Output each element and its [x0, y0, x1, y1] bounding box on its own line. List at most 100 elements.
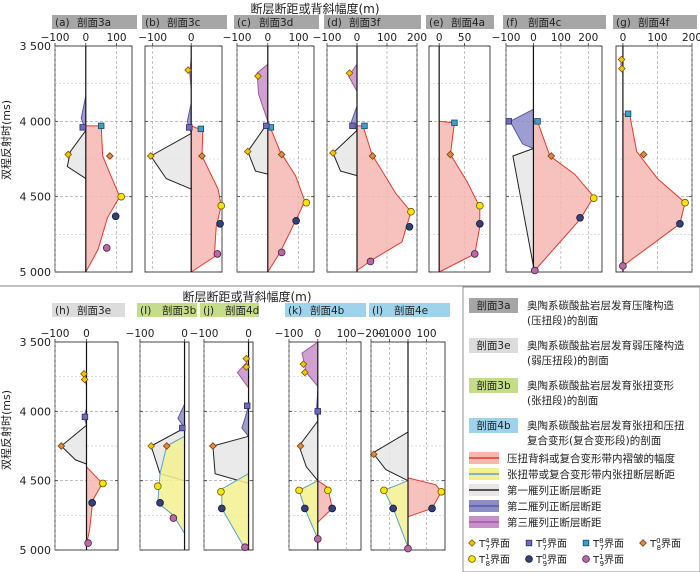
panel-e: (e) 剖面4a 0 50 — [426, 15, 494, 273]
area-outline-series1 — [60, 424, 87, 465]
marker-circle-navy — [328, 504, 337, 513]
legend-profile-swatch — [469, 378, 518, 393]
marker-T7 — [105, 152, 114, 160]
marker-diamond-orange — [639, 539, 647, 547]
panel-tag-text: 剖面4e — [394, 304, 428, 317]
marker-square-purple — [79, 124, 86, 131]
gridlines — [54, 43, 132, 273]
panel-letter: (h) — [55, 305, 70, 317]
legend-marker-post: 界面 — [604, 538, 624, 550]
area-anticline — [85, 125, 120, 273]
marker-T7 — [209, 442, 217, 450]
x-tick-label: 0 — [264, 32, 271, 44]
marker-square-blue — [197, 125, 205, 133]
legend-profile-text: 奥陶系碳酸盐岩层发育张扭变形 — [527, 379, 674, 392]
marker-circle-magenta — [313, 535, 322, 543]
x-tick-label: 100 — [337, 328, 357, 340]
legend-marker-sub: 7 — [486, 544, 490, 552]
marker-diamond-yellow — [146, 152, 155, 160]
marker-T9 — [156, 499, 164, 507]
x-tick-label: 200 — [682, 32, 700, 44]
marker-square-purple — [81, 413, 89, 421]
x-tick-label: −100 — [138, 32, 167, 44]
marker-T9 — [111, 212, 120, 221]
marker-diamond-yellow — [80, 375, 89, 384]
areas — [150, 404, 185, 534]
marker-T10 — [530, 266, 539, 275]
marker-circle-yellow — [117, 192, 126, 201]
markers — [505, 118, 598, 275]
x-tick-label: 50 — [458, 32, 471, 44]
area-outline-series1 — [247, 122, 269, 175]
marker-circle-navy — [405, 223, 414, 231]
panel-tag-bg — [285, 303, 366, 317]
marker-T7 — [446, 150, 455, 159]
marker-T4 — [64, 150, 73, 159]
marker-diamond-orange — [547, 152, 556, 160]
panel-tag-text: 剖面4c — [528, 16, 562, 29]
marker-T4 — [80, 375, 89, 384]
marker-diamond-yellow — [242, 354, 251, 363]
panel-letter: (b) — [145, 17, 160, 29]
legend-profile-text: (压扭段)的剖面 — [527, 314, 598, 327]
marker-circle-yellow — [295, 486, 303, 495]
marker-diamond-yellow — [300, 368, 309, 377]
area-tension — [157, 436, 185, 534]
legend-marker-sub: 9 — [600, 560, 604, 568]
marker-circle-yellow — [217, 201, 226, 210]
marker-T8 — [476, 201, 484, 210]
legend-marker-pre: T — [649, 539, 657, 550]
markers — [243, 72, 311, 257]
marker-diamond-orange — [369, 450, 378, 459]
marker-T6 — [505, 118, 512, 125]
marker-square-purple — [314, 408, 321, 415]
panel-f: (f) 剖面4c −100 0 100 200 — [492, 15, 606, 275]
panel-j: (j) 剖面4d −100 0 — [190, 303, 259, 552]
marker-square-purple — [179, 424, 186, 432]
marker-T3 — [300, 368, 309, 377]
marker-T9 — [292, 216, 300, 225]
x-tick-label: −100 — [275, 328, 304, 340]
marker-square-blue — [451, 119, 458, 127]
marker-T8 — [154, 482, 162, 491]
legend-marker-post: 界面 — [490, 554, 510, 566]
legend-marker-pre: T — [535, 555, 543, 566]
marker-T9 — [576, 213, 584, 222]
x-tick-label: −100 — [492, 32, 521, 44]
marker-circle-navy — [88, 499, 96, 507]
panel-letter: (c) — [237, 17, 251, 29]
marker-circle-magenta — [102, 244, 111, 252]
legend-marker-pre: T — [478, 539, 486, 550]
area-series2 — [510, 109, 534, 149]
marker-T3 — [617, 55, 626, 64]
panel-tag-text: 剖面3d — [259, 16, 293, 29]
marker-T8 — [99, 479, 107, 488]
marker-diamond-orange — [296, 442, 305, 450]
marker-T8 — [681, 198, 689, 207]
legend-profile-swatch — [469, 338, 518, 353]
marker-T8 — [302, 198, 311, 207]
area-series2 — [81, 95, 86, 131]
marker-T10 — [470, 250, 479, 258]
marker-T6 — [244, 402, 251, 409]
marker-T6 — [186, 124, 193, 131]
area-tension — [221, 473, 249, 549]
marker-diamond-yellow — [345, 69, 354, 77]
panel-tag-bg — [426, 15, 494, 29]
area-outline-series2 — [509, 108, 534, 149]
area-anticline — [408, 477, 442, 517]
legend-profile-tag: 剖面4b — [476, 419, 511, 432]
legend-area-text: 压扭背斜或复合变形带内褶皱的幅度 — [507, 452, 675, 465]
x-tick-label: 100 — [377, 32, 397, 44]
panel-letter: (d) — [327, 17, 342, 29]
marker-T8 — [117, 192, 126, 201]
x-tick-label: 200 — [578, 32, 598, 44]
marker-circle-navy — [389, 504, 398, 513]
marker-T9 — [676, 219, 684, 228]
areas — [438, 120, 481, 273]
area-outline-anticline — [356, 125, 412, 271]
legend-marker-sup: 0 — [542, 553, 546, 561]
marker-circle-magenta — [582, 555, 590, 563]
marker-square-purple — [263, 122, 270, 130]
marker-diamond-orange — [277, 150, 286, 159]
